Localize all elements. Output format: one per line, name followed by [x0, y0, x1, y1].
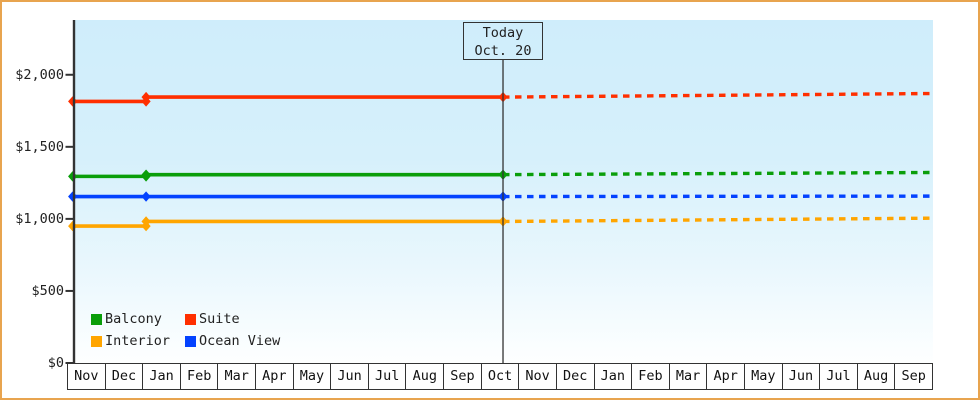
legend-item-suite: Suite: [185, 309, 280, 329]
today-label: Today: [482, 25, 524, 41]
data-point-diamond: [68, 191, 78, 202]
data-point-diamond: [68, 220, 78, 232]
chart-legend: Balcony Suite Interior Ocean View: [91, 309, 280, 351]
chart-plot-area: [75, 20, 933, 363]
x-axis-month-label: May: [745, 364, 783, 389]
x-axis-month-label: Oct: [482, 364, 520, 389]
series-line-interior: [72, 219, 504, 228]
x-axis-month-label: Jan: [143, 364, 181, 389]
x-axis-month-label: Mar: [670, 364, 708, 389]
data-point-diamond: [68, 96, 78, 107]
legend-swatch-icon: [91, 335, 102, 347]
data-point-diamond: [141, 216, 151, 227]
forecast-line-interior: [502, 216, 934, 224]
data-point-diamond: [141, 191, 151, 202]
y-axis-label: $1,500: [15, 138, 64, 155]
y-axis-label: $2,000: [15, 66, 64, 83]
today-date-label: Oct. 20: [474, 43, 532, 59]
forecast-line-balcony: [503, 170, 934, 177]
x-axis-month-label: Jun: [331, 364, 369, 389]
y-axis-label: $0: [47, 355, 64, 371]
x-axis-month-label: Nov: [68, 364, 106, 389]
legend-item-balcony: Balcony: [91, 309, 185, 329]
forecast-line-suite: [502, 91, 934, 99]
x-axis-month-label: Sep: [895, 364, 934, 389]
x-axis-month-label: Aug: [406, 364, 445, 389]
legend-item-ocean-view: Ocean View: [185, 331, 280, 351]
legend-label: Ocean View: [199, 333, 281, 349]
x-axis-month-band: Nov Dec Jan Feb Mar Apr May Jun Jul Aug Sep Oct Nov D…: [67, 363, 934, 390]
legend-label: Interior: [105, 333, 171, 349]
x-axis-month-label: Mar: [218, 364, 257, 389]
y-axis-label: $500: [31, 282, 64, 299]
series-line-balcony: [72, 172, 504, 179]
x-axis-month-label: Jan: [595, 364, 633, 389]
data-point-diamond: [141, 91, 151, 103]
today-marker-box: Today Oct. 20: [463, 22, 543, 60]
x-axis-month-label: Sep: [444, 364, 482, 389]
legend-label: Balcony: [105, 311, 162, 327]
x-axis-month-label: Feb: [632, 364, 670, 389]
x-axis-month-label: Apr: [256, 364, 294, 389]
x-axis-month-label: May: [294, 364, 332, 389]
x-axis-month-label: Jul: [820, 364, 858, 389]
x-axis-month-label: Jun: [783, 364, 821, 389]
x-axis-month-label: Nov: [519, 364, 557, 389]
data-point-diamond: [141, 169, 151, 180]
legend-swatch-icon: [185, 335, 196, 347]
y-axis-label: $1,000: [15, 210, 64, 227]
x-axis-month-label: Jul: [369, 364, 407, 389]
x-axis-month-label: Feb: [181, 364, 219, 389]
x-axis-month-label: Dec: [106, 364, 144, 389]
x-axis-month-label: Dec: [557, 364, 595, 389]
data-point-diamond: [68, 171, 78, 182]
legend-item-interior: Interior: [91, 331, 185, 351]
x-axis-month-label: Aug: [858, 364, 896, 389]
legend-swatch-icon: [91, 313, 102, 325]
series-line-suite: [72, 95, 504, 104]
legend-swatch-icon: [185, 313, 196, 325]
x-axis-month-label: Apr: [707, 364, 745, 389]
legend-label: Suite: [199, 311, 240, 327]
